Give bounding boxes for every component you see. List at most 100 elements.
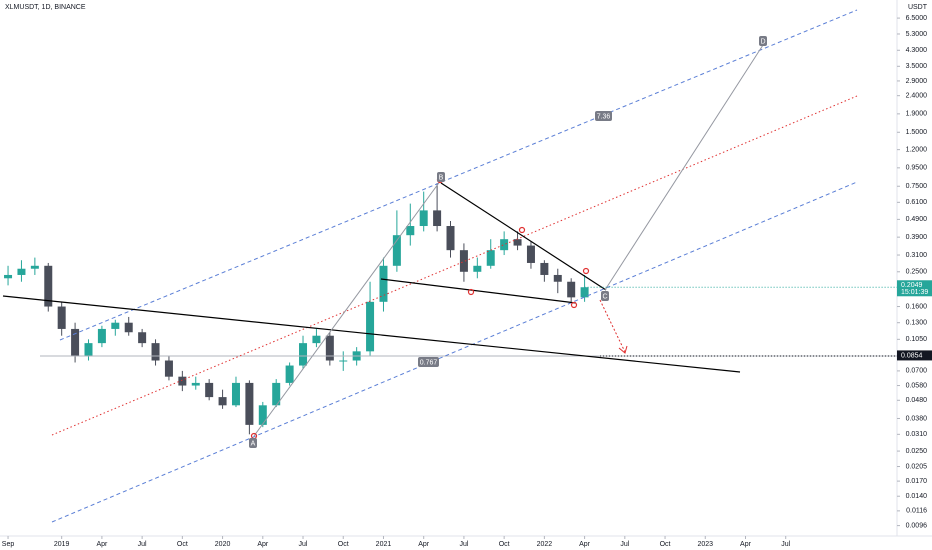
candle-body bbox=[526, 245, 535, 263]
x-tick-label: Oct bbox=[499, 541, 510, 548]
y-tick-label: 0.9500 bbox=[906, 165, 928, 172]
candle-body bbox=[325, 335, 334, 361]
marker-price-label: 0.0854 bbox=[901, 352, 923, 359]
x-tick-label: Apr bbox=[257, 541, 269, 548]
candle-body bbox=[97, 328, 106, 344]
y-tick-label: 0.1050 bbox=[906, 336, 928, 343]
y-tick-label: 0.0140 bbox=[906, 493, 928, 500]
tag-box bbox=[897, 350, 932, 361]
candle-body bbox=[178, 376, 187, 386]
candle-body bbox=[218, 397, 227, 406]
x-tick-label: Jul bbox=[781, 541, 790, 548]
candle-body bbox=[513, 239, 522, 246]
candle-body bbox=[30, 265, 39, 269]
y-tick-label: 0.6100 bbox=[906, 199, 928, 206]
y-tick-label: 0.0096 bbox=[906, 522, 928, 529]
x-tick-label: Jul bbox=[459, 541, 468, 548]
y-tick-label: 0.4900 bbox=[906, 216, 928, 223]
candle-body bbox=[312, 335, 321, 344]
y-tick-label: 0.2500 bbox=[906, 269, 928, 276]
pivot-marker bbox=[582, 267, 590, 275]
candle-body bbox=[191, 382, 200, 386]
candle-body bbox=[567, 281, 576, 298]
channel-lower bbox=[51, 181, 858, 523]
y-tick-label: 0.3900 bbox=[906, 234, 928, 241]
candle-body bbox=[231, 382, 240, 406]
last-price-label: 0.2049 bbox=[901, 282, 923, 289]
y-tick-label: 0.0380 bbox=[906, 415, 928, 422]
y-tick-label: 3.5000 bbox=[906, 63, 928, 70]
drawings: A B C D 7.36 0.767 bbox=[2, 9, 897, 523]
y-tick-label: 0.1300 bbox=[906, 320, 928, 327]
candle-body bbox=[540, 262, 549, 275]
y-tick-label: 1.2000 bbox=[906, 146, 928, 153]
candle-body bbox=[553, 274, 562, 282]
candle-body bbox=[339, 360, 348, 362]
candle-body bbox=[272, 382, 281, 406]
pivot-marker bbox=[570, 301, 578, 309]
y-unit: USDT bbox=[908, 4, 928, 11]
pivot-marker bbox=[467, 288, 475, 296]
x-tick-label: Apr bbox=[740, 541, 752, 548]
candle-body bbox=[446, 226, 455, 251]
y-tick-label: 0.0580 bbox=[906, 382, 928, 389]
x-tick-label: 2019 bbox=[54, 541, 70, 548]
candle-body bbox=[258, 405, 267, 425]
candle-body bbox=[164, 360, 173, 377]
x-tick-label: 2022 bbox=[537, 541, 553, 548]
candle-body bbox=[245, 382, 254, 425]
x-tick-label: Jul bbox=[138, 541, 147, 548]
x-tick-label: Apr bbox=[418, 541, 430, 548]
x-tick-label: Oct bbox=[177, 541, 188, 548]
x-tick-label: 2020 bbox=[215, 541, 231, 548]
candle-body bbox=[392, 235, 401, 266]
candle-body bbox=[419, 210, 428, 227]
y-tick-label: 2.4000 bbox=[906, 93, 928, 100]
candle-body bbox=[44, 265, 53, 307]
candle-body bbox=[473, 265, 482, 272]
candle-body bbox=[500, 239, 509, 251]
x-tick-label: Oct bbox=[660, 541, 671, 548]
tag-box bbox=[897, 280, 932, 297]
candle-body bbox=[84, 343, 93, 356]
candle-body bbox=[486, 250, 495, 266]
x-tick-label: Jul bbox=[299, 541, 308, 548]
candle-body bbox=[580, 287, 589, 298]
y-tick-label: 1.9000 bbox=[906, 111, 928, 118]
wave-line bbox=[253, 179, 442, 437]
candle-body bbox=[4, 274, 13, 279]
candle-body bbox=[111, 322, 120, 329]
candle-body bbox=[57, 306, 66, 329]
x-tick-label: Apr bbox=[96, 541, 108, 548]
x-tick-label: Jul bbox=[620, 541, 629, 548]
wave-label: C bbox=[602, 293, 607, 300]
candle-body bbox=[285, 365, 294, 383]
channel-upper bbox=[59, 9, 858, 341]
pivot-marker bbox=[518, 226, 526, 234]
chart-title: XLMUSDT, 1D, BINANCE bbox=[5, 4, 86, 11]
candle-body bbox=[366, 301, 375, 352]
marker-price-tag: 0.0854 bbox=[897, 350, 932, 361]
y-tick-label: 0.7500 bbox=[906, 183, 928, 190]
candle-body bbox=[138, 332, 147, 344]
countdown-label: 15:01:39 bbox=[901, 289, 928, 296]
label-box bbox=[759, 36, 767, 46]
candle-body bbox=[459, 250, 468, 272]
y-tick-label: 0.1600 bbox=[906, 303, 928, 310]
label-box bbox=[601, 291, 609, 301]
projection-arrow bbox=[599, 299, 626, 353]
wave-label: B bbox=[439, 174, 444, 181]
candle-body bbox=[205, 382, 214, 398]
x-tick-label: Apr bbox=[579, 541, 591, 548]
measure-label: 7.36 bbox=[597, 113, 611, 120]
x-tick-label: 2021 bbox=[376, 541, 392, 548]
y-tick-label: 0.0170 bbox=[906, 478, 928, 485]
label-box bbox=[249, 438, 257, 448]
measure-label: 0.767 bbox=[420, 359, 438, 366]
candle-body bbox=[124, 322, 133, 333]
candle-body bbox=[379, 265, 388, 302]
channel-middle bbox=[51, 95, 858, 436]
